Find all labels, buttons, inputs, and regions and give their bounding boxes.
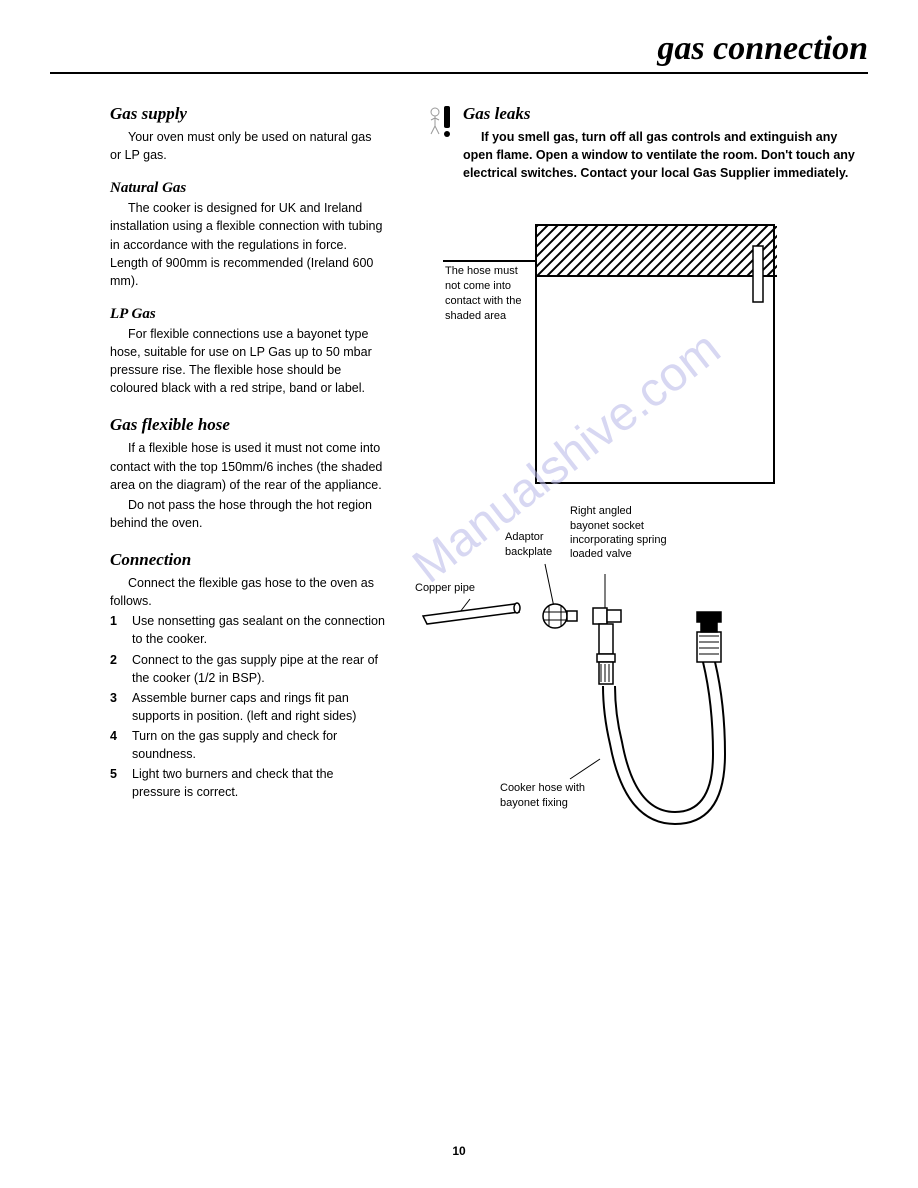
- diagram1-label: The hose must not come into contact with…: [445, 264, 535, 323]
- diagram-hose-connection: Right angled bayonet socket incorporatin…: [415, 504, 868, 864]
- step-1: Use nonsetting gas sealant on the connec…: [110, 612, 385, 648]
- step-3: Assemble burner caps and rings fit pan s…: [110, 689, 385, 725]
- label-socket: Right angled bayonet socket incorporatin…: [570, 504, 670, 561]
- label-copper-pipe: Copper pipe: [415, 581, 475, 595]
- step-2: Connect to the gas supply pipe at the re…: [110, 651, 385, 687]
- diagram1-box: [535, 224, 775, 484]
- text-natural-gas: The cooker is designed for UK and Irelan…: [110, 199, 385, 290]
- content-columns: Gas supply Your oven must only be used o…: [50, 104, 868, 864]
- page-title: gas connection: [50, 30, 868, 74]
- page-number: 10: [0, 1144, 918, 1158]
- heading-gas-leaks: Gas leaks: [463, 104, 868, 124]
- label-adaptor: Adaptor backplate: [505, 530, 575, 559]
- connection-steps: Use nonsetting gas sealant on the connec…: [110, 612, 385, 801]
- text-gas-leaks: If you smell gas, turn off all gas contr…: [463, 128, 868, 182]
- heading-natural-gas: Natural Gas: [110, 180, 385, 197]
- label-hose: Cooker hose with bayonet fixing: [500, 781, 620, 810]
- diagram-shaded-area: The hose must not come into contact with…: [425, 224, 868, 504]
- warning-icon: [425, 104, 455, 184]
- heading-gas-supply: Gas supply: [110, 104, 385, 124]
- heading-flexible-hose: Gas flexible hose: [110, 415, 385, 435]
- gas-leaks-block: Gas leaks If you smell gas, turn off all…: [425, 104, 868, 184]
- gas-leaks-content: Gas leaks If you smell gas, turn off all…: [463, 104, 868, 184]
- right-column: Gas leaks If you smell gas, turn off all…: [415, 104, 868, 864]
- text-lp-gas: For flexible connections use a bayonet t…: [110, 325, 385, 398]
- text-connection-intro: Connect the flexible gas hose to the ove…: [110, 574, 385, 610]
- text-flexible-hose-2: Do not pass the hose through the hot reg…: [110, 496, 385, 532]
- step-4: Turn on the gas supply and check for sou…: [110, 727, 385, 763]
- diagram1-pointer-line: [443, 260, 535, 262]
- left-column: Gas supply Your oven must only be used o…: [50, 104, 385, 864]
- text-gas-supply: Your oven must only be used on natural g…: [110, 128, 385, 164]
- text-flexible-hose-1: If a flexible hose is used it must not c…: [110, 439, 385, 493]
- step-5: Light two burners and check that the pre…: [110, 765, 385, 801]
- heading-lp-gas: LP Gas: [110, 306, 385, 323]
- heading-connection: Connection: [110, 550, 385, 570]
